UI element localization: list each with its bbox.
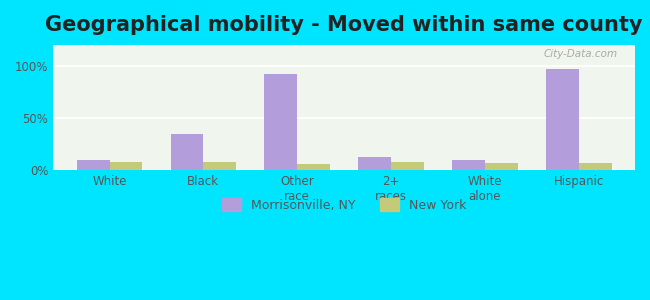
Bar <box>265 74 297 170</box>
Bar <box>77 160 110 170</box>
Bar <box>110 162 142 170</box>
Bar <box>203 162 236 170</box>
Bar <box>546 69 578 170</box>
Text: City-Data.com: City-Data.com <box>543 49 618 58</box>
Bar <box>391 162 424 170</box>
Bar <box>170 134 203 170</box>
Bar <box>358 157 391 170</box>
Legend: Morrisonville, NY, New York: Morrisonville, NY, New York <box>217 193 471 217</box>
Bar <box>578 163 612 170</box>
Bar <box>297 164 330 170</box>
Title: Geographical mobility - Moved within same county: Geographical mobility - Moved within sam… <box>46 15 643 35</box>
Bar <box>485 163 517 170</box>
Bar <box>452 160 485 170</box>
